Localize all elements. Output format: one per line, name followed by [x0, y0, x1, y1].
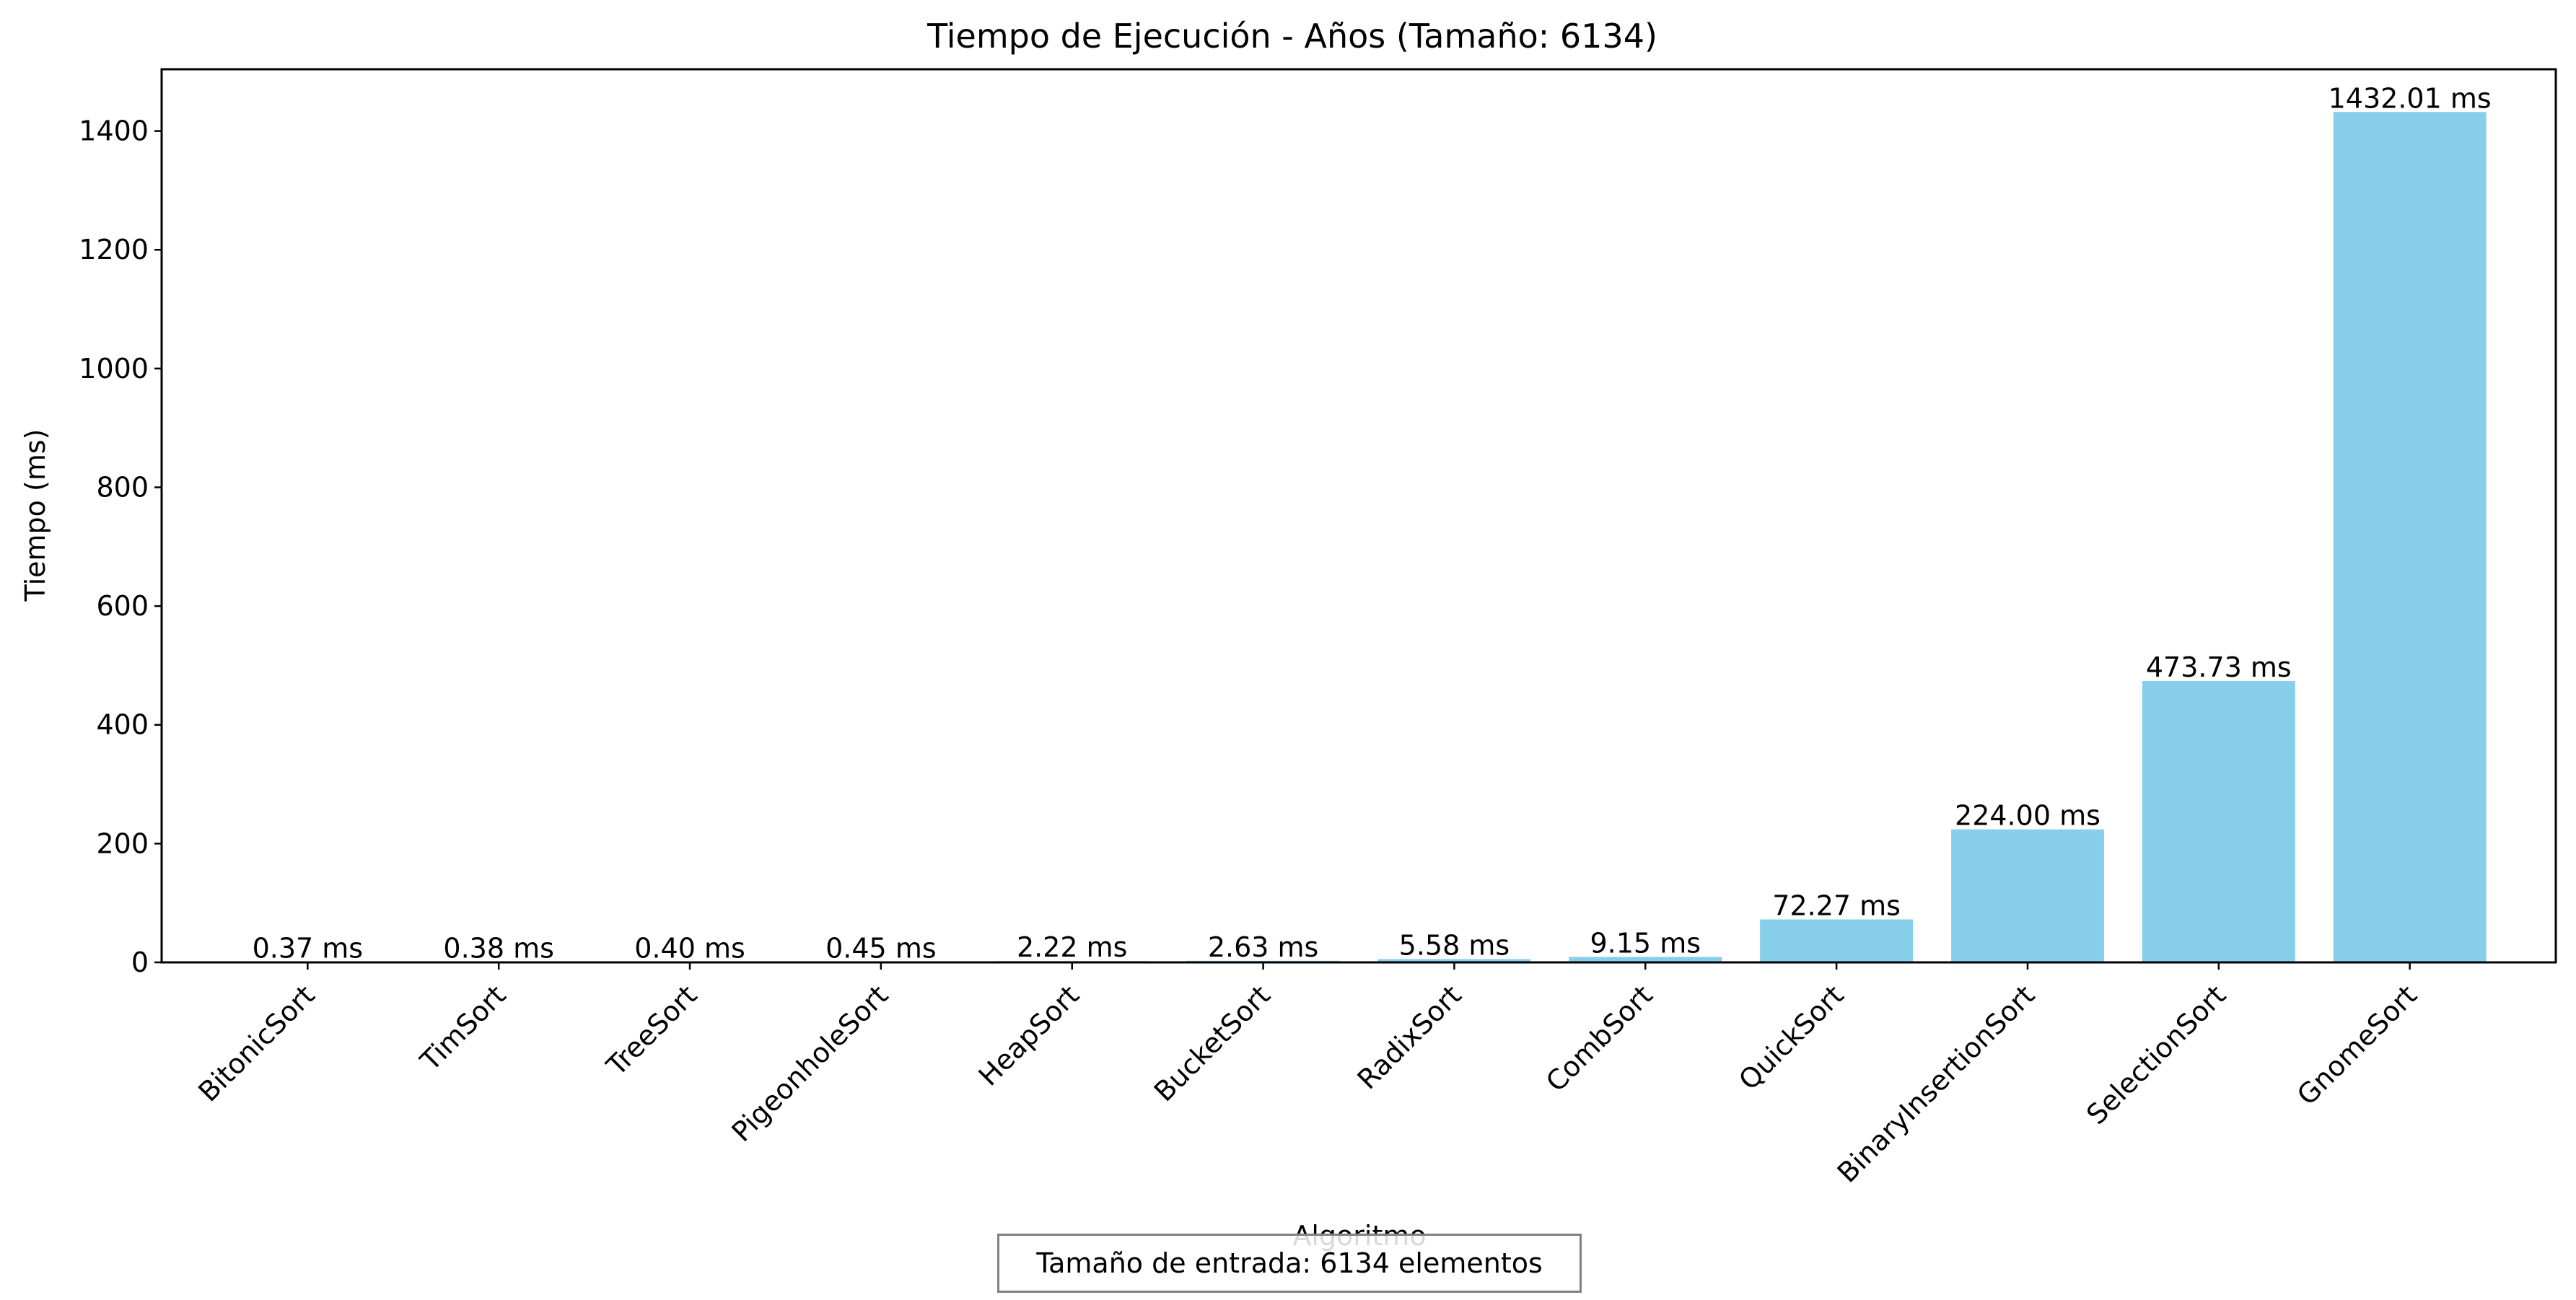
- x-tick-label-BucketSort: BucketSort: [1148, 979, 1276, 1107]
- value-label-PigeonholeSort: 0.45 ms: [825, 933, 937, 965]
- value-label-HeapSort: 2.22 ms: [1017, 931, 1128, 963]
- bar-QuickSort: [1760, 919, 1914, 962]
- bar-GnomeSort: [2333, 112, 2487, 963]
- value-labels: 0.37 ms 0.38 ms 0.40 ms 0.45 ms 2.22 ms 2.63 …: [253, 82, 2492, 964]
- value-label-TreeSort: 0.40 ms: [634, 933, 745, 965]
- bar-SelectionSort: [2142, 681, 2295, 962]
- y-tick-label-1000: 1000: [79, 353, 149, 385]
- bars-group: [231, 112, 2487, 963]
- chart-title: Tiempo de Ejecución - Años (Tamaño: 6134…: [926, 17, 1657, 56]
- input-size-annotation: Tamaño de entrada: 6134 elementos: [997, 1234, 1582, 1293]
- y-tick-label-600: 600: [96, 590, 149, 622]
- x-tick-label-SelectionSort: SelectionSort: [2080, 979, 2232, 1130]
- value-label-SelectionSort: 473.73 ms: [2146, 651, 2292, 683]
- y-tick-label-400: 400: [96, 709, 149, 741]
- value-label-QuickSort: 72.27 ms: [1772, 890, 1901, 922]
- y-tick-label-200: 200: [96, 827, 149, 859]
- y-tick-label-800: 800: [96, 471, 149, 503]
- plot-frame: [160, 68, 2557, 964]
- x-tick-label-RadixSort: RadixSort: [1351, 979, 1468, 1095]
- bar-BinaryInsertionSort: [1951, 829, 2104, 962]
- x-axis-ticks: BitonicSort TimSort TreeSort PigeonholeSort…: [192, 962, 2423, 1189]
- x-tick-label-BinaryInsertionSort: BinaryInsertionSort: [1831, 979, 2041, 1189]
- x-tick-label-HeapSort: HeapSort: [973, 979, 1085, 1092]
- x-tick-label-TimSort: TimSort: [413, 979, 512, 1077]
- value-label-GnomeSort: 1432.01 ms: [2329, 82, 2492, 114]
- y-tick-label-0: 0: [131, 947, 149, 978]
- y-tick-label-1400: 1400: [79, 115, 149, 147]
- x-tick-label-PigeonholeSort: PigeonholeSort: [725, 979, 894, 1148]
- x-tick-label-TreeSort: TreeSort: [600, 979, 704, 1082]
- y-tick-label-1200: 1200: [79, 234, 149, 265]
- value-label-CombSort: 9.15 ms: [1590, 927, 1701, 959]
- x-tick-label-QuickSort: QuickSort: [1732, 979, 1849, 1096]
- value-label-RadixSort: 5.58 ms: [1399, 929, 1510, 961]
- value-label-TimSort: 0.38 ms: [443, 933, 554, 965]
- x-tick-label-CombSort: CombSort: [1540, 979, 1659, 1098]
- value-label-BitonicSort: 0.37 ms: [253, 933, 364, 965]
- x-tick-label-BitonicSort: BitonicSort: [192, 979, 320, 1107]
- bar-RadixSort: [1377, 959, 1531, 962]
- value-label-BinaryInsertionSort: 224.00 ms: [1955, 800, 2100, 832]
- bar-CombSort: [1569, 957, 1722, 962]
- y-axis-label: Tiempo (ms): [19, 429, 51, 602]
- value-label-BucketSort: 2.63 ms: [1208, 931, 1319, 963]
- x-tick-label-GnomeSort: GnomeSort: [2291, 979, 2423, 1111]
- y-axis-ticks: 0 200 400 600 800 1000 1200 1400: [79, 115, 162, 978]
